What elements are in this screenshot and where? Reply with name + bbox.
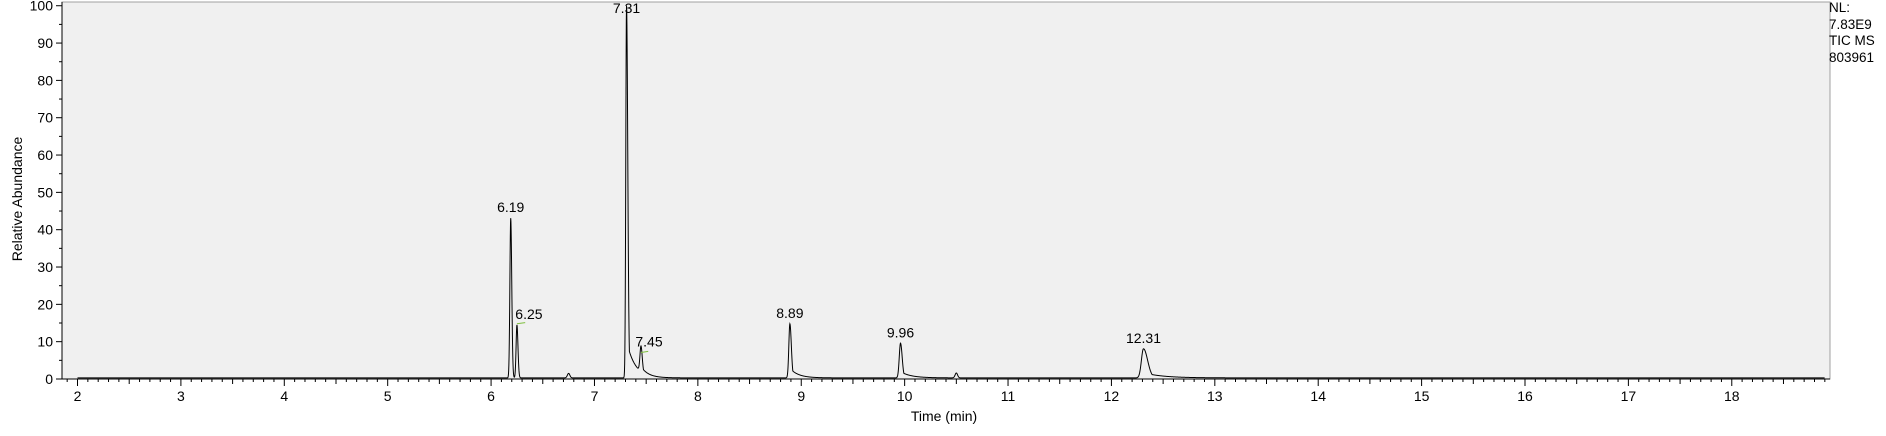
y-axis-ticks: 0 10 20 30 40 50 60 70 80 90 100 — [30, 0, 62, 387]
peak-label: 6.19 — [497, 199, 524, 215]
nl-value: 7.83E9 — [1829, 16, 1872, 32]
y-axis-title: Relative Abundance — [9, 137, 25, 262]
x-tick-label: 4 — [280, 388, 288, 404]
peak-labels: 6.19 6.25 7.31 7.45 8.89 9.96 12.31 — [497, 0, 1161, 350]
x-tick-label: 12 — [1104, 388, 1120, 404]
plot-area — [61, 1, 1831, 380]
x-tick-label: 11 — [1001, 388, 1016, 404]
y-tick-label: 70 — [37, 110, 53, 126]
x-tick-label: 10 — [897, 388, 913, 404]
tic-trace — [77, 5, 1825, 379]
y-tick-label: 50 — [37, 184, 53, 200]
y-tick-label: 90 — [37, 35, 53, 51]
y-tick-label: 0 — [45, 371, 53, 387]
baseline-marks — [516, 322, 649, 353]
peak-label: 12.31 — [1126, 330, 1161, 346]
x-tick-label: 2 — [74, 388, 82, 404]
x-tick-label: 18 — [1724, 388, 1740, 404]
nl-label: NL: — [1829, 0, 1851, 15]
y-tick-label: 10 — [37, 334, 53, 350]
x-tick-label: 16 — [1517, 388, 1533, 404]
x-tick-label: 6 — [487, 388, 495, 404]
x-tick-label: 5 — [384, 388, 392, 404]
peak-label: 9.96 — [887, 324, 914, 340]
y-tick-label: 20 — [37, 296, 53, 312]
scan-filter: TIC MS — [1829, 33, 1875, 48]
x-tick-label: 15 — [1414, 388, 1430, 404]
peak-label: 8.89 — [776, 305, 803, 321]
y-tick-label: 30 — [37, 259, 53, 275]
normalization-info: NL: 7.83E9 TIC MS 803961 — [1829, 0, 1875, 66]
y-tick-label: 40 — [37, 222, 53, 238]
x-axis-title: Time (min) — [911, 408, 977, 424]
x-tick-label: 3 — [177, 388, 185, 404]
y-tick-label: 80 — [37, 72, 53, 88]
x-tick-label: 7 — [591, 388, 599, 404]
x-tick-label: 14 — [1310, 388, 1326, 404]
file-id: 803961 — [1829, 49, 1875, 65]
y-tick-label: 100 — [30, 0, 54, 14]
y-tick-label: 60 — [37, 147, 53, 163]
peak-label: 7.31 — [613, 0, 640, 16]
x-tick-label: 17 — [1621, 388, 1637, 404]
peak-label: 6.25 — [515, 306, 542, 322]
x-tick-label: 13 — [1207, 388, 1223, 404]
x-axis-ticks: 2 3 4 5 6 7 8 9 10 11 12 13 14 15 16 17 18 — [66, 379, 1826, 404]
peak-label: 7.45 — [635, 334, 662, 350]
x-tick-label: 8 — [694, 388, 702, 404]
x-tick-label: 9 — [797, 388, 805, 404]
